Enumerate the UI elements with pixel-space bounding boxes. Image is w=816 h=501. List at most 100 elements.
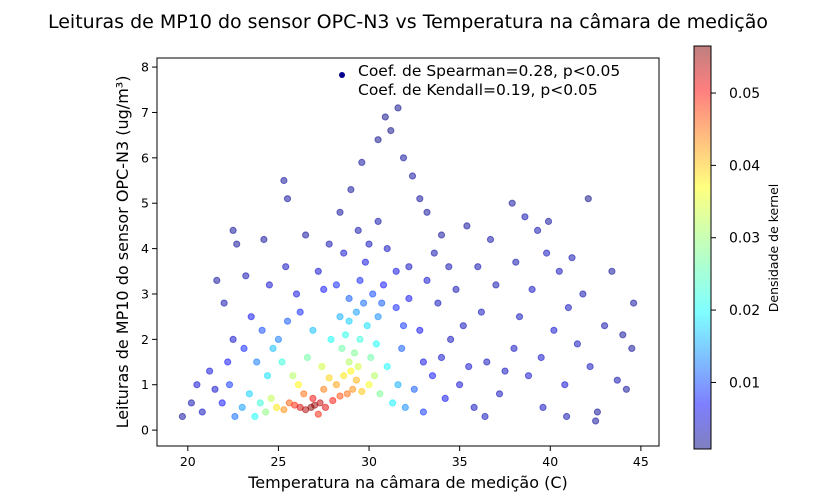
data-point bbox=[592, 417, 600, 425]
data-point bbox=[247, 313, 255, 321]
data-point bbox=[245, 390, 253, 398]
data-point bbox=[521, 213, 529, 221]
y-tick-label: 5 bbox=[141, 196, 149, 211]
plot-frame bbox=[156, 57, 660, 447]
data-point bbox=[630, 299, 638, 307]
data-point bbox=[544, 217, 553, 225]
data-point bbox=[256, 399, 264, 407]
data-point bbox=[465, 363, 473, 371]
data-point bbox=[398, 344, 406, 352]
data-point bbox=[292, 290, 301, 298]
data-point bbox=[363, 322, 371, 330]
data-point bbox=[302, 231, 310, 239]
data-point bbox=[474, 263, 482, 271]
data-point bbox=[269, 344, 277, 352]
data-point bbox=[463, 222, 471, 230]
data-point bbox=[358, 387, 366, 396]
data-point bbox=[314, 410, 322, 418]
data-point bbox=[537, 353, 545, 362]
data-point bbox=[568, 254, 576, 262]
data-point bbox=[338, 344, 346, 352]
data-point bbox=[340, 249, 348, 257]
data-point bbox=[394, 381, 402, 389]
data-point bbox=[332, 381, 340, 389]
data-point bbox=[356, 276, 364, 284]
data-point bbox=[387, 127, 395, 135]
data-point bbox=[280, 176, 288, 185]
plot-area bbox=[178, 104, 638, 425]
data-point bbox=[428, 372, 437, 380]
data-point bbox=[347, 186, 355, 194]
y-tick-label: 0 bbox=[141, 423, 149, 438]
data-point bbox=[347, 367, 355, 375]
data-point bbox=[262, 408, 270, 416]
data-point bbox=[408, 172, 417, 180]
data-point bbox=[253, 358, 261, 366]
data-point bbox=[321, 403, 330, 411]
data-point bbox=[539, 403, 547, 411]
data-point bbox=[365, 381, 373, 389]
data-point bbox=[240, 344, 248, 352]
data-point bbox=[327, 335, 335, 343]
colorbar: 0.01 0.02 0.03 0.04 0.05 Densidade de kernel bbox=[693, 45, 781, 450]
data-point bbox=[265, 281, 273, 289]
data-point bbox=[224, 358, 232, 366]
data-point bbox=[392, 267, 400, 275]
data-point bbox=[352, 376, 360, 384]
data-point bbox=[318, 363, 326, 371]
data-point bbox=[593, 408, 602, 416]
data-point bbox=[307, 403, 315, 411]
data-point bbox=[374, 313, 382, 321]
colorbar-tick-label: 0.01 bbox=[729, 375, 760, 391]
chart-title: Leituras de MP10 do sensor OPC-N3 vs Tem… bbox=[48, 11, 768, 33]
data-point bbox=[555, 267, 563, 275]
y-tick-label: 2 bbox=[141, 332, 149, 347]
data-point bbox=[608, 267, 616, 275]
data-point bbox=[372, 340, 380, 348]
data-point bbox=[563, 412, 571, 421]
data-point bbox=[423, 276, 431, 284]
x-tick-label: 25 bbox=[270, 454, 286, 469]
x-tick-label: 40 bbox=[542, 454, 558, 469]
data-point bbox=[379, 281, 388, 289]
data-point bbox=[399, 154, 408, 162]
data-point bbox=[360, 299, 368, 307]
y-axis-label: Leituras de MP10 do sensor OPC-N3 (ug/m³… bbox=[113, 76, 132, 429]
data-point bbox=[231, 412, 239, 421]
data-point bbox=[336, 313, 344, 321]
data-point bbox=[483, 358, 491, 366]
data-point bbox=[336, 392, 344, 400]
data-point bbox=[267, 394, 275, 402]
data-point bbox=[613, 376, 621, 384]
data-point bbox=[343, 390, 351, 398]
data-point bbox=[381, 113, 389, 121]
data-point bbox=[419, 358, 427, 366]
y-axis-ticks: 0 1 2 3 4 5 6 7 8 bbox=[141, 60, 157, 438]
data-point bbox=[258, 326, 266, 334]
legend-marker bbox=[339, 72, 345, 78]
colorbar-tick-label: 0.03 bbox=[729, 231, 760, 247]
colorbar-tick-label: 0.04 bbox=[729, 158, 760, 174]
legend-entry-kendall: Coef. de Kendall=0.19, p<0.05 bbox=[358, 81, 598, 99]
data-point bbox=[354, 226, 362, 234]
data-point bbox=[495, 390, 504, 398]
data-point bbox=[332, 281, 340, 289]
data-point bbox=[378, 299, 386, 307]
data-point bbox=[628, 344, 636, 352]
data-point bbox=[459, 322, 467, 330]
data-point bbox=[314, 267, 322, 275]
data-point bbox=[416, 195, 424, 203]
data-point bbox=[374, 136, 382, 144]
data-point bbox=[441, 394, 449, 402]
data-point bbox=[584, 195, 592, 203]
data-point bbox=[345, 294, 353, 303]
data-point bbox=[619, 331, 627, 339]
data-point bbox=[528, 285, 536, 293]
data-point bbox=[416, 326, 424, 334]
data-point bbox=[573, 340, 582, 348]
data-point bbox=[601, 322, 609, 330]
data-point bbox=[320, 385, 328, 393]
legend: Coef. de Spearman=0.28, p<0.05 Coef. de … bbox=[339, 62, 620, 99]
data-point bbox=[437, 353, 446, 362]
data-point bbox=[300, 390, 308, 398]
